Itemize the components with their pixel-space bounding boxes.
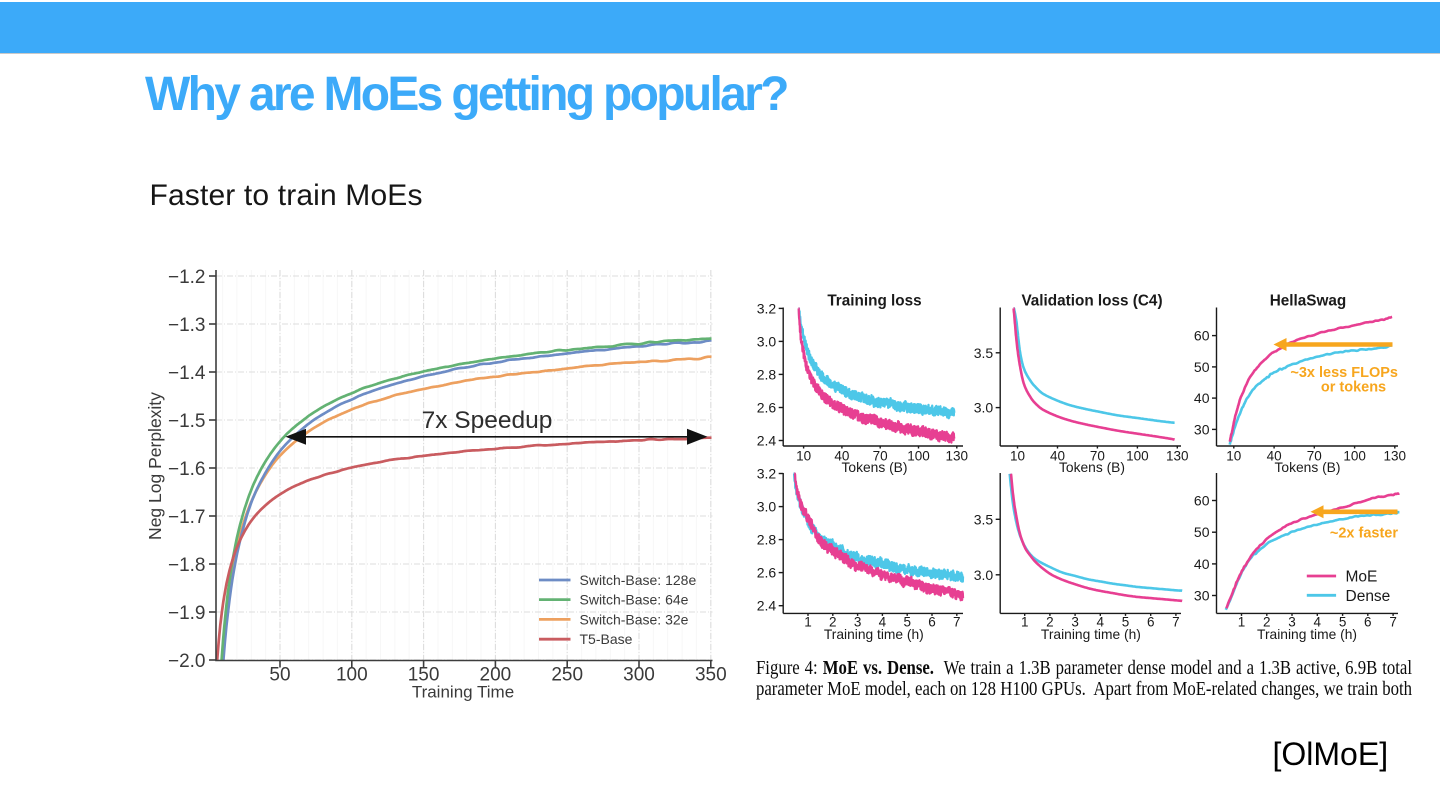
svg-text:3: 3 xyxy=(1288,614,1296,629)
svg-text:or tokens: or tokens xyxy=(1321,380,1386,396)
svg-text:150: 150 xyxy=(408,665,440,686)
svg-text:2.6: 2.6 xyxy=(757,400,777,416)
svg-text:−1.3: −1.3 xyxy=(168,315,206,336)
svg-text:2.4: 2.4 xyxy=(757,598,777,614)
svg-text:40: 40 xyxy=(1267,448,1282,463)
svg-text:7x Speedup: 7x Speedup xyxy=(422,407,553,434)
svg-text:60: 60 xyxy=(1194,328,1210,344)
svg-text:1: 1 xyxy=(1021,614,1029,629)
svg-text:Switch-Base: 32e: Switch-Base: 32e xyxy=(580,611,689,627)
svg-text:10: 10 xyxy=(796,448,811,463)
svg-text:130: 130 xyxy=(946,448,969,463)
svg-text:4: 4 xyxy=(1097,614,1105,629)
svg-text:Switch-Base: 128e: Switch-Base: 128e xyxy=(580,572,697,588)
svg-text:4: 4 xyxy=(1314,614,1322,629)
svg-text:3: 3 xyxy=(854,614,862,629)
svg-text:100: 100 xyxy=(1126,448,1149,463)
svg-text:3.5: 3.5 xyxy=(974,345,994,361)
svg-text:5: 5 xyxy=(1122,614,1130,629)
svg-text:40: 40 xyxy=(1194,556,1210,572)
svg-text:Tokens (B): Tokens (B) xyxy=(1275,460,1341,475)
svg-text:~2x faster: ~2x faster xyxy=(1330,526,1398,542)
svg-text:4: 4 xyxy=(879,614,887,629)
svg-text:3.5: 3.5 xyxy=(974,511,994,527)
svg-text:350: 350 xyxy=(695,665,727,686)
svg-text:40: 40 xyxy=(834,448,849,463)
svg-text:MoE: MoE xyxy=(1346,569,1378,586)
svg-text:5: 5 xyxy=(1339,614,1347,629)
svg-text:2: 2 xyxy=(1046,614,1054,629)
svg-text:−1.6: −1.6 xyxy=(168,459,206,480)
svg-text:7: 7 xyxy=(1172,614,1180,629)
svg-text:6: 6 xyxy=(1364,614,1372,629)
svg-text:1: 1 xyxy=(1238,614,1246,629)
svg-text:−1.2: −1.2 xyxy=(168,267,206,288)
svg-text:7: 7 xyxy=(953,614,961,629)
svg-text:Switch-Base: 64e: Switch-Base: 64e xyxy=(580,592,689,608)
svg-text:3.0: 3.0 xyxy=(974,400,994,416)
svg-text:−1.8: −1.8 xyxy=(168,555,206,576)
svg-text:3.2: 3.2 xyxy=(757,300,777,316)
svg-text:−1.4: −1.4 xyxy=(168,363,206,384)
svg-text:40: 40 xyxy=(1050,448,1065,463)
svg-text:50: 50 xyxy=(1194,359,1210,375)
svg-text:−1.7: −1.7 xyxy=(168,507,206,528)
svg-text:2.8: 2.8 xyxy=(757,366,777,382)
svg-text:100: 100 xyxy=(1343,448,1366,463)
svg-text:3.0: 3.0 xyxy=(974,567,994,583)
svg-text:Training time (h): Training time (h) xyxy=(1257,627,1357,642)
svg-text:−1.5: −1.5 xyxy=(168,411,206,432)
svg-text:T5-Base: T5-Base xyxy=(580,631,633,647)
svg-text:−1.9: −1.9 xyxy=(168,603,206,624)
svg-text:Dense: Dense xyxy=(1346,588,1391,605)
svg-text:10: 10 xyxy=(1010,448,1025,463)
svg-text:2: 2 xyxy=(829,614,837,629)
svg-text:3.0: 3.0 xyxy=(757,333,777,349)
svg-text:Training loss: Training loss xyxy=(827,293,921,310)
svg-text:70: 70 xyxy=(873,448,888,463)
svg-text:Neg Log Perplexity: Neg Log Perplexity xyxy=(145,392,165,540)
svg-text:130: 130 xyxy=(1384,448,1407,463)
svg-text:2.4: 2.4 xyxy=(757,433,777,449)
svg-text:HellaSwag: HellaSwag xyxy=(1270,293,1347,310)
svg-text:60: 60 xyxy=(1194,493,1210,509)
svg-text:100: 100 xyxy=(907,448,930,463)
svg-text:1: 1 xyxy=(804,614,812,629)
svg-text:10: 10 xyxy=(1226,448,1241,463)
svg-text:~3x less FLOPs: ~3x less FLOPs xyxy=(1290,365,1398,381)
svg-text:Training time (h): Training time (h) xyxy=(1041,627,1141,642)
svg-text:130: 130 xyxy=(1166,448,1189,463)
svg-text:40: 40 xyxy=(1194,390,1210,406)
svg-text:300: 300 xyxy=(623,665,655,686)
svg-text:70: 70 xyxy=(1307,448,1322,463)
svg-text:Training time (h): Training time (h) xyxy=(824,627,924,642)
svg-text:250: 250 xyxy=(551,665,583,686)
svg-text:7: 7 xyxy=(1389,614,1397,629)
svg-text:2.8: 2.8 xyxy=(757,532,777,548)
svg-text:3: 3 xyxy=(1071,614,1079,629)
svg-text:30: 30 xyxy=(1194,588,1210,604)
svg-text:50: 50 xyxy=(269,665,290,686)
svg-text:70: 70 xyxy=(1090,448,1105,463)
svg-text:Training Time: Training Time xyxy=(412,682,514,701)
svg-text:2: 2 xyxy=(1263,614,1271,629)
svg-text:50: 50 xyxy=(1194,524,1210,540)
svg-text:2.6: 2.6 xyxy=(757,565,777,581)
svg-text:−2.0: −2.0 xyxy=(168,651,206,672)
svg-text:200: 200 xyxy=(480,665,512,686)
svg-text:6: 6 xyxy=(1147,614,1155,629)
svg-text:Tokens (B): Tokens (B) xyxy=(842,460,908,475)
svg-text:Validation loss (C4): Validation loss (C4) xyxy=(1021,293,1162,310)
svg-text:5: 5 xyxy=(903,614,911,629)
svg-text:100: 100 xyxy=(336,665,368,686)
svg-text:30: 30 xyxy=(1194,421,1210,437)
svg-text:6: 6 xyxy=(928,614,936,629)
svg-text:Tokens (B): Tokens (B) xyxy=(1059,460,1125,475)
svg-text:3.2: 3.2 xyxy=(757,466,777,482)
svg-text:3.0: 3.0 xyxy=(757,499,777,515)
